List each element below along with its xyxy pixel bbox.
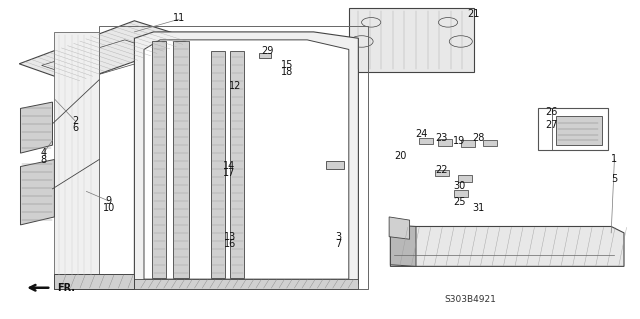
FancyBboxPatch shape xyxy=(556,116,602,145)
Text: S303B4921: S303B4921 xyxy=(444,295,497,304)
Text: 7: 7 xyxy=(335,239,341,249)
FancyBboxPatch shape xyxy=(454,190,468,197)
FancyBboxPatch shape xyxy=(483,140,497,146)
Text: 3: 3 xyxy=(335,232,341,242)
Polygon shape xyxy=(134,32,358,284)
Text: 22: 22 xyxy=(435,165,448,175)
Polygon shape xyxy=(349,8,474,72)
Polygon shape xyxy=(20,102,52,153)
Text: 29: 29 xyxy=(261,46,274,56)
Text: 12: 12 xyxy=(229,81,242,91)
Text: 6: 6 xyxy=(72,123,79,133)
Polygon shape xyxy=(54,32,99,289)
Text: 18: 18 xyxy=(280,67,293,78)
FancyBboxPatch shape xyxy=(458,175,472,182)
FancyBboxPatch shape xyxy=(438,139,452,146)
Text: 4: 4 xyxy=(40,148,47,158)
Polygon shape xyxy=(390,226,624,266)
Text: 16: 16 xyxy=(224,239,237,249)
FancyBboxPatch shape xyxy=(461,140,475,147)
Text: 2: 2 xyxy=(72,116,79,126)
Polygon shape xyxy=(19,21,195,83)
Text: 25: 25 xyxy=(453,197,466,207)
FancyBboxPatch shape xyxy=(259,53,271,58)
Polygon shape xyxy=(134,279,358,289)
Text: 23: 23 xyxy=(435,133,448,143)
Polygon shape xyxy=(230,51,244,278)
Text: 30: 30 xyxy=(453,181,466,191)
Polygon shape xyxy=(211,51,225,278)
Text: 21: 21 xyxy=(467,9,480,19)
Text: 13: 13 xyxy=(224,232,237,242)
Text: 9: 9 xyxy=(106,196,112,206)
Text: 14: 14 xyxy=(223,161,236,171)
Polygon shape xyxy=(389,217,410,239)
Text: 15: 15 xyxy=(280,60,293,70)
FancyBboxPatch shape xyxy=(435,170,449,176)
FancyBboxPatch shape xyxy=(326,161,344,169)
Polygon shape xyxy=(390,225,416,266)
Text: 20: 20 xyxy=(394,151,406,161)
Text: 19: 19 xyxy=(453,136,466,146)
Polygon shape xyxy=(54,274,134,289)
Text: 11: 11 xyxy=(173,12,186,23)
FancyBboxPatch shape xyxy=(419,138,433,144)
Text: 26: 26 xyxy=(545,107,558,117)
Text: 1: 1 xyxy=(611,154,618,165)
Text: 17: 17 xyxy=(223,168,236,178)
Polygon shape xyxy=(173,41,189,278)
Text: 10: 10 xyxy=(102,203,115,213)
Text: 24: 24 xyxy=(415,129,428,139)
Text: FR.: FR. xyxy=(58,283,76,293)
Text: 28: 28 xyxy=(472,133,485,143)
Polygon shape xyxy=(152,41,166,278)
Text: 5: 5 xyxy=(611,174,618,184)
Text: 8: 8 xyxy=(40,155,47,165)
Polygon shape xyxy=(144,40,349,279)
Polygon shape xyxy=(20,160,54,225)
Text: 31: 31 xyxy=(472,203,485,213)
Text: 27: 27 xyxy=(545,120,558,130)
